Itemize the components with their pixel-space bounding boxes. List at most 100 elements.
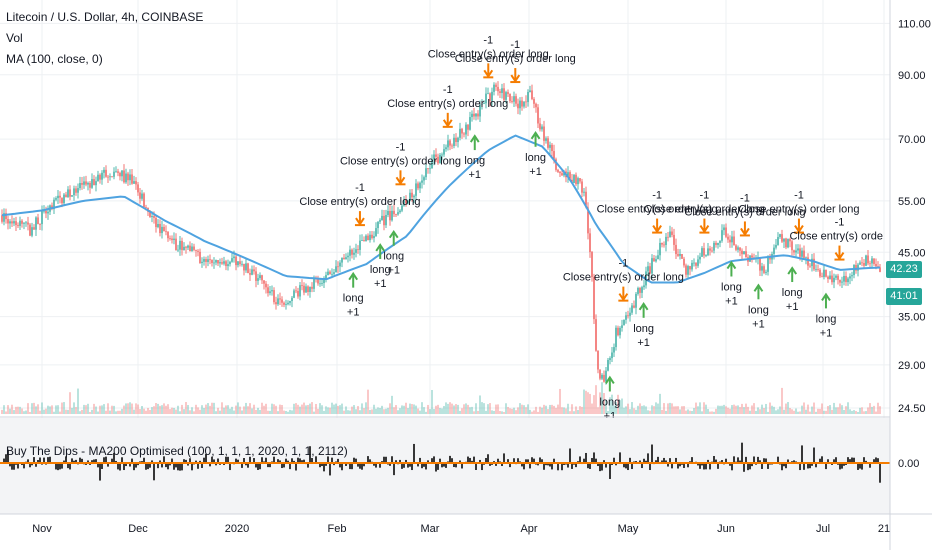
oscillator-bar xyxy=(443,463,445,467)
volume-bar xyxy=(289,409,291,414)
oscillator-bar xyxy=(827,459,829,464)
candle-body xyxy=(449,140,451,146)
volume-bar xyxy=(587,392,589,414)
time-axis[interactable]: Nov Dec 2020 Feb Mar Apr May Jun Jul 21 xyxy=(32,523,890,535)
candle-body xyxy=(515,96,517,104)
candle xyxy=(719,240,721,248)
oscillator-bar xyxy=(247,463,249,468)
symbol-legend[interactable]: Litecoin / U.S. Dollar, 4h, COINBASE xyxy=(6,10,204,24)
oscillator-bar xyxy=(99,463,101,481)
volume-bar xyxy=(717,405,719,414)
price-axis[interactable]: 110.0090.0070.0055.0045.0035.0029.0024.5… xyxy=(898,18,931,415)
candle-body xyxy=(857,264,859,271)
candle xyxy=(831,270,833,285)
volume-bar xyxy=(117,410,119,414)
oscillator-bar xyxy=(421,463,423,469)
volume-bar xyxy=(469,407,471,414)
candle xyxy=(385,209,387,228)
candle-body xyxy=(433,154,435,160)
volume-bar xyxy=(151,407,153,414)
volume-bar xyxy=(797,411,799,414)
candle xyxy=(677,248,679,257)
candle xyxy=(163,224,165,232)
candle-body xyxy=(363,240,365,242)
candle-body xyxy=(807,257,809,266)
volume-bar xyxy=(205,404,207,414)
volume-bar xyxy=(571,404,573,414)
oscillator-bar xyxy=(37,460,39,464)
candle-body xyxy=(585,191,587,208)
candle-body xyxy=(551,144,553,152)
strategy-legend[interactable]: Buy The Dips - MA200 Optimised (100, 1, … xyxy=(6,444,348,458)
volume-bar xyxy=(639,403,641,414)
long-entry-marker: long+1 xyxy=(633,302,654,349)
candle xyxy=(411,188,413,202)
candle xyxy=(131,168,133,185)
candle xyxy=(363,236,365,242)
candle-body xyxy=(643,285,645,288)
candle xyxy=(215,259,217,266)
candle xyxy=(731,230,733,248)
candle xyxy=(803,245,805,260)
candle-body xyxy=(495,84,497,87)
oscillator-bar xyxy=(707,459,709,464)
oscillator-bar xyxy=(29,463,31,468)
volume-bar xyxy=(743,407,745,414)
candle xyxy=(435,148,437,163)
oscillator-bar xyxy=(861,463,863,470)
volume-bar xyxy=(259,409,261,414)
oscillator-bar xyxy=(435,463,437,472)
candle-body xyxy=(219,262,221,264)
candle-body xyxy=(817,269,819,270)
candle xyxy=(413,194,415,204)
candle xyxy=(83,176,85,189)
candle xyxy=(557,168,559,173)
candle-body xyxy=(389,210,391,221)
long-entry-qty: +1 xyxy=(820,327,833,339)
time-tick-label: Apr xyxy=(520,523,537,535)
candle-body xyxy=(341,257,343,263)
candle-body xyxy=(201,261,203,264)
volume-bar xyxy=(121,408,123,414)
candle-body xyxy=(637,287,639,294)
candle xyxy=(817,264,819,272)
volume-bar xyxy=(351,406,353,414)
candle-body xyxy=(83,181,85,185)
oscillator-bar xyxy=(489,463,491,466)
volume-bar xyxy=(111,405,113,414)
volume-legend[interactable]: Vol xyxy=(6,31,23,45)
volume-bar xyxy=(93,403,95,414)
candle-body xyxy=(435,154,437,157)
volume-bar xyxy=(325,406,327,414)
candle-body xyxy=(41,210,43,225)
oscillator-bar xyxy=(783,463,785,467)
close-entry-label: Close entry(s) order long xyxy=(340,155,461,167)
oscillator-bar xyxy=(469,457,471,464)
volume-bar xyxy=(835,407,837,414)
oscillator-bar xyxy=(543,463,545,470)
volume-bar xyxy=(105,410,107,414)
candle-body xyxy=(393,210,395,215)
candle-body xyxy=(531,90,533,100)
oscillator-bar xyxy=(741,442,743,464)
oscillator-axis[interactable]: 0.00 xyxy=(898,458,919,470)
candle xyxy=(5,208,7,224)
volume-bar xyxy=(457,404,459,414)
volume-bar xyxy=(277,411,279,414)
volume-bar xyxy=(59,411,61,414)
oscillator-bar xyxy=(763,458,765,464)
long-arrow-head-icon xyxy=(469,134,480,143)
oscillator-bar xyxy=(31,463,33,466)
volume-bar xyxy=(633,408,635,414)
volume-bar xyxy=(133,409,135,414)
volume-bar xyxy=(461,408,463,414)
oscillator-bar xyxy=(153,463,155,481)
oscillator-bar xyxy=(647,453,649,464)
candle-body xyxy=(253,269,255,272)
candle xyxy=(515,93,517,107)
volume-bar xyxy=(357,406,359,414)
oscillator-bar xyxy=(781,463,783,471)
candle-body xyxy=(145,207,147,208)
ma-legend[interactable]: MA (100, close, 0) xyxy=(6,52,103,66)
